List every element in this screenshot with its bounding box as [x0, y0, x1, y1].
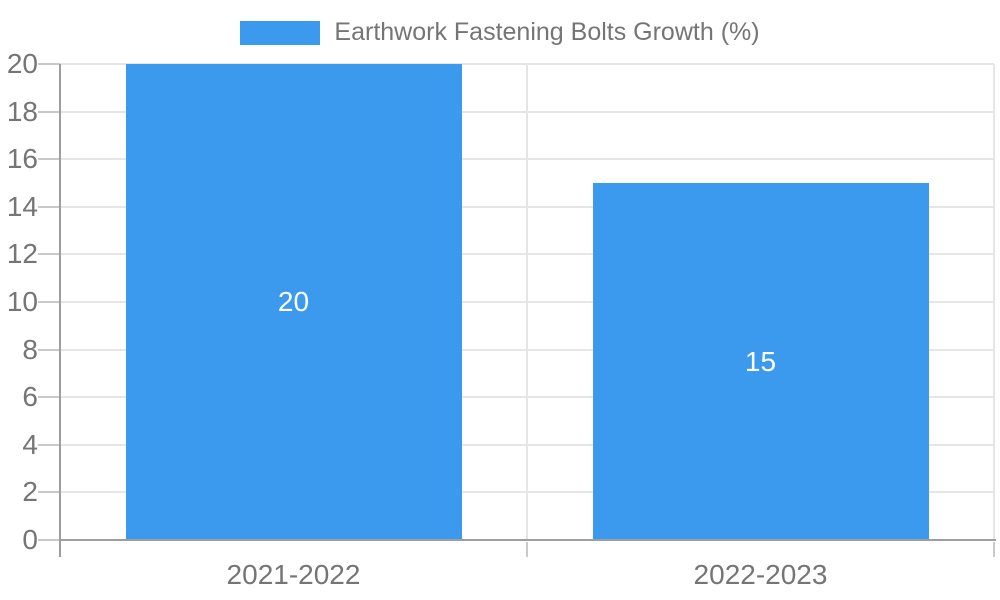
x-axis-line: [60, 539, 996, 541]
legend-label: Earthwork Fastening Bolts Growth (%): [334, 18, 760, 46]
y-axis-line: [59, 64, 61, 557]
y-tick-mark: [38, 205, 60, 208]
bar-value-label: 15: [744, 345, 777, 377]
y-tick-label: 20: [6, 48, 38, 79]
y-tick-label: 8: [22, 333, 38, 365]
y-tick-mark: [38, 491, 60, 494]
y-tick-label: 18: [6, 95, 38, 127]
y-tick-label: 6: [22, 381, 38, 413]
y-tick-mark: [38, 158, 60, 161]
y-tick-label: 12: [6, 238, 38, 270]
y-tick-mark: [38, 301, 60, 303]
y-tick-mark: [38, 443, 60, 446]
legend-swatch-icon: [240, 20, 321, 45]
legend[interactable]: Earthwork Fastening Bolts Growth (%): [240, 18, 760, 47]
x-tick-mark: [526, 542, 528, 557]
bar: [592, 183, 929, 540]
y-tick-label: 4: [22, 428, 38, 460]
x-tick-mark: [993, 542, 995, 557]
y-tick-mark: [38, 110, 60, 113]
y-tick-label: 16: [6, 143, 38, 175]
x-tick-label: 2021-2022: [226, 559, 361, 590]
y-tick-label: 0: [22, 524, 38, 555]
x-gridline: [526, 64, 528, 540]
x-gridline: [993, 64, 995, 540]
y-tick-mark: [38, 348, 60, 351]
legend-row: Earthwork Fastening Bolts Growth (%): [0, 18, 1000, 47]
y-tick-mark: [38, 396, 60, 399]
y-tick-label: 10: [6, 286, 38, 317]
x-tick-label: 2022-2023: [693, 559, 828, 590]
y-tick-mark: [38, 63, 60, 65]
y-tick-mark: [38, 253, 60, 256]
y-tick-mark: [38, 539, 60, 541]
y-tick-label: 14: [6, 190, 38, 222]
y-tick-label: 2: [22, 476, 38, 508]
bar: [125, 64, 462, 540]
bar-value-label: 20: [277, 286, 310, 317]
